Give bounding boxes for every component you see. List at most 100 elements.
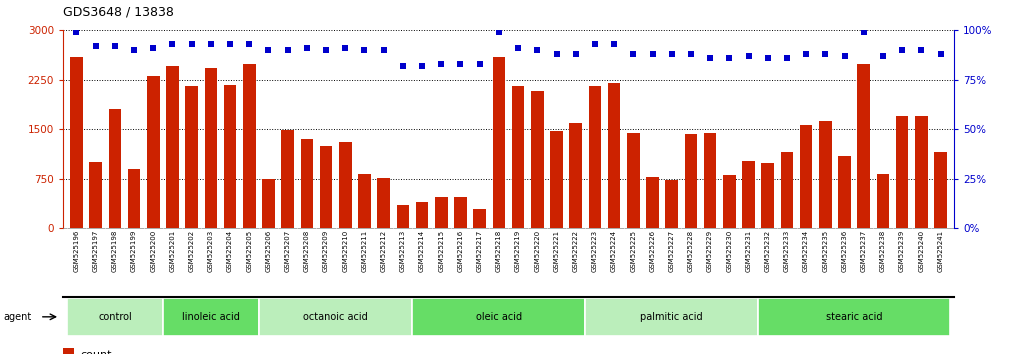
Point xyxy=(913,47,930,53)
Bar xyxy=(224,85,236,228)
Bar xyxy=(339,142,352,228)
Bar xyxy=(109,109,121,228)
Point xyxy=(645,51,661,57)
Bar xyxy=(608,83,620,228)
Bar xyxy=(684,134,697,228)
Bar xyxy=(627,133,640,228)
Point xyxy=(875,53,891,59)
Bar xyxy=(377,178,390,228)
Point xyxy=(740,53,757,59)
Bar xyxy=(397,205,409,228)
Point xyxy=(587,41,603,47)
Bar xyxy=(262,179,275,228)
Bar xyxy=(163,298,259,336)
Bar xyxy=(646,177,659,228)
Bar xyxy=(282,130,294,228)
Bar xyxy=(704,132,716,228)
Bar xyxy=(416,202,428,228)
Point xyxy=(222,41,238,47)
Text: agent: agent xyxy=(3,312,32,322)
Point xyxy=(682,51,699,57)
Point xyxy=(241,41,257,47)
Point xyxy=(472,61,488,67)
Point xyxy=(145,45,162,51)
Point xyxy=(606,41,622,47)
Point xyxy=(798,51,815,57)
Bar xyxy=(492,57,505,228)
Bar xyxy=(665,180,678,228)
Point xyxy=(529,47,545,53)
Bar xyxy=(935,152,947,228)
Text: GDS3648 / 13838: GDS3648 / 13838 xyxy=(63,5,174,18)
Bar xyxy=(586,298,758,336)
Text: oleic acid: oleic acid xyxy=(476,312,522,322)
Bar xyxy=(358,174,371,228)
Text: control: control xyxy=(98,312,132,322)
Bar xyxy=(89,162,102,228)
Bar xyxy=(896,116,908,228)
Text: palmitic acid: palmitic acid xyxy=(641,312,703,322)
Bar xyxy=(435,197,447,228)
Point xyxy=(625,51,642,57)
Bar xyxy=(474,209,486,228)
Bar xyxy=(781,152,793,228)
Bar xyxy=(877,174,889,228)
Bar xyxy=(320,146,333,228)
Point xyxy=(107,43,123,49)
Text: octanoic acid: octanoic acid xyxy=(303,312,368,322)
Bar xyxy=(550,131,562,228)
Point xyxy=(818,51,834,57)
Bar xyxy=(570,123,582,228)
Point xyxy=(299,45,315,51)
Bar xyxy=(185,86,198,228)
Bar xyxy=(512,86,525,228)
Bar xyxy=(838,156,851,228)
Text: linoleic acid: linoleic acid xyxy=(182,312,240,322)
Bar xyxy=(70,57,82,228)
Bar xyxy=(799,125,813,228)
Point xyxy=(779,55,795,61)
Point xyxy=(202,41,219,47)
Point xyxy=(510,45,526,51)
Point xyxy=(375,47,392,53)
Bar xyxy=(455,196,467,228)
Bar xyxy=(301,139,313,228)
Bar xyxy=(531,91,543,228)
Bar xyxy=(857,64,870,228)
Point xyxy=(395,63,411,69)
Bar xyxy=(723,176,735,228)
Bar xyxy=(742,161,755,228)
Point xyxy=(356,47,372,53)
Bar xyxy=(128,169,140,228)
Point xyxy=(702,55,718,61)
Point xyxy=(433,61,450,67)
Point xyxy=(567,51,584,57)
Point xyxy=(548,51,564,57)
Point xyxy=(491,29,507,35)
Text: stearic acid: stearic acid xyxy=(826,312,883,322)
Bar xyxy=(915,116,928,228)
Bar xyxy=(413,298,586,336)
Point xyxy=(855,29,872,35)
Point xyxy=(338,45,354,51)
Bar xyxy=(758,298,950,336)
Point xyxy=(183,41,199,47)
Point xyxy=(87,43,104,49)
Point xyxy=(260,47,277,53)
Point xyxy=(663,51,679,57)
Bar xyxy=(762,163,774,228)
Point xyxy=(318,47,335,53)
Bar xyxy=(166,67,179,228)
Bar xyxy=(63,348,74,354)
Point xyxy=(760,55,776,61)
Point xyxy=(894,47,910,53)
Point xyxy=(414,63,430,69)
Bar xyxy=(204,68,218,228)
Text: count: count xyxy=(81,350,112,354)
Point xyxy=(280,47,296,53)
Point xyxy=(68,29,84,35)
Point xyxy=(933,51,949,57)
Point xyxy=(126,47,142,53)
Bar xyxy=(147,76,160,228)
Bar xyxy=(259,298,413,336)
